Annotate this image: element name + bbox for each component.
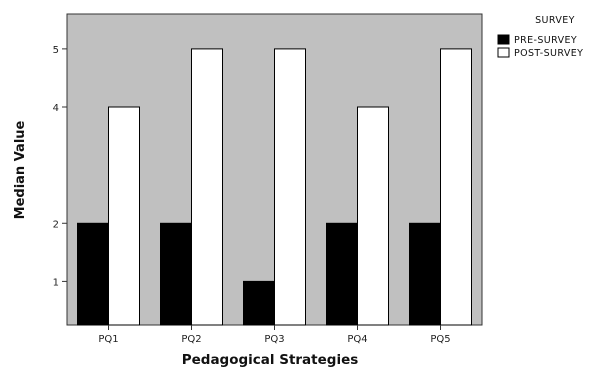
bar-pq1-post-survey bbox=[108, 106, 140, 326]
y-tick-label: 4 bbox=[53, 103, 59, 114]
y-tick-label: 2 bbox=[53, 219, 59, 230]
legend: SURVEY PRE-SURVEY POST-SURVEY bbox=[497, 15, 583, 59]
legend-swatch-post-survey bbox=[497, 47, 510, 58]
bar-pq3-post-survey bbox=[274, 48, 306, 326]
legend-label-post-survey: POST-SURVEY bbox=[514, 48, 583, 59]
bar-pq1-pre-survey bbox=[77, 222, 109, 326]
bar-pq2-pre-survey bbox=[160, 222, 192, 326]
bar-pq3-pre-survey bbox=[243, 280, 275, 326]
bar-pq5-pre-survey bbox=[409, 222, 441, 326]
x-tick-label: PQ1 bbox=[98, 334, 118, 345]
y-axis: 1 2 4 5 bbox=[53, 45, 67, 288]
y-tick-label: 5 bbox=[53, 45, 59, 56]
legend-label-pre-survey: PRE-SURVEY bbox=[514, 35, 577, 46]
x-axis: PQ1 PQ2 PQ3 PQ4 PQ5 bbox=[98, 325, 451, 345]
bar-pq4-post-survey bbox=[357, 106, 389, 326]
bars-group bbox=[77, 48, 472, 326]
x-tick-label: PQ4 bbox=[347, 334, 367, 345]
x-tick-label: PQ5 bbox=[430, 334, 450, 345]
bar-pq4-pre-survey bbox=[326, 222, 358, 326]
x-tick-label: PQ2 bbox=[181, 334, 201, 345]
y-axis-title: Median Value bbox=[13, 120, 28, 219]
y-tick-label: 1 bbox=[53, 277, 59, 288]
legend-title: SURVEY bbox=[535, 15, 575, 26]
legend-swatch-pre-survey bbox=[497, 34, 510, 45]
bar-pq5-post-survey bbox=[440, 48, 472, 326]
bar-pq2-post-survey bbox=[191, 48, 223, 326]
x-axis-title: Pedagogical Strategies bbox=[182, 352, 359, 368]
x-tick-label: PQ3 bbox=[264, 334, 284, 345]
